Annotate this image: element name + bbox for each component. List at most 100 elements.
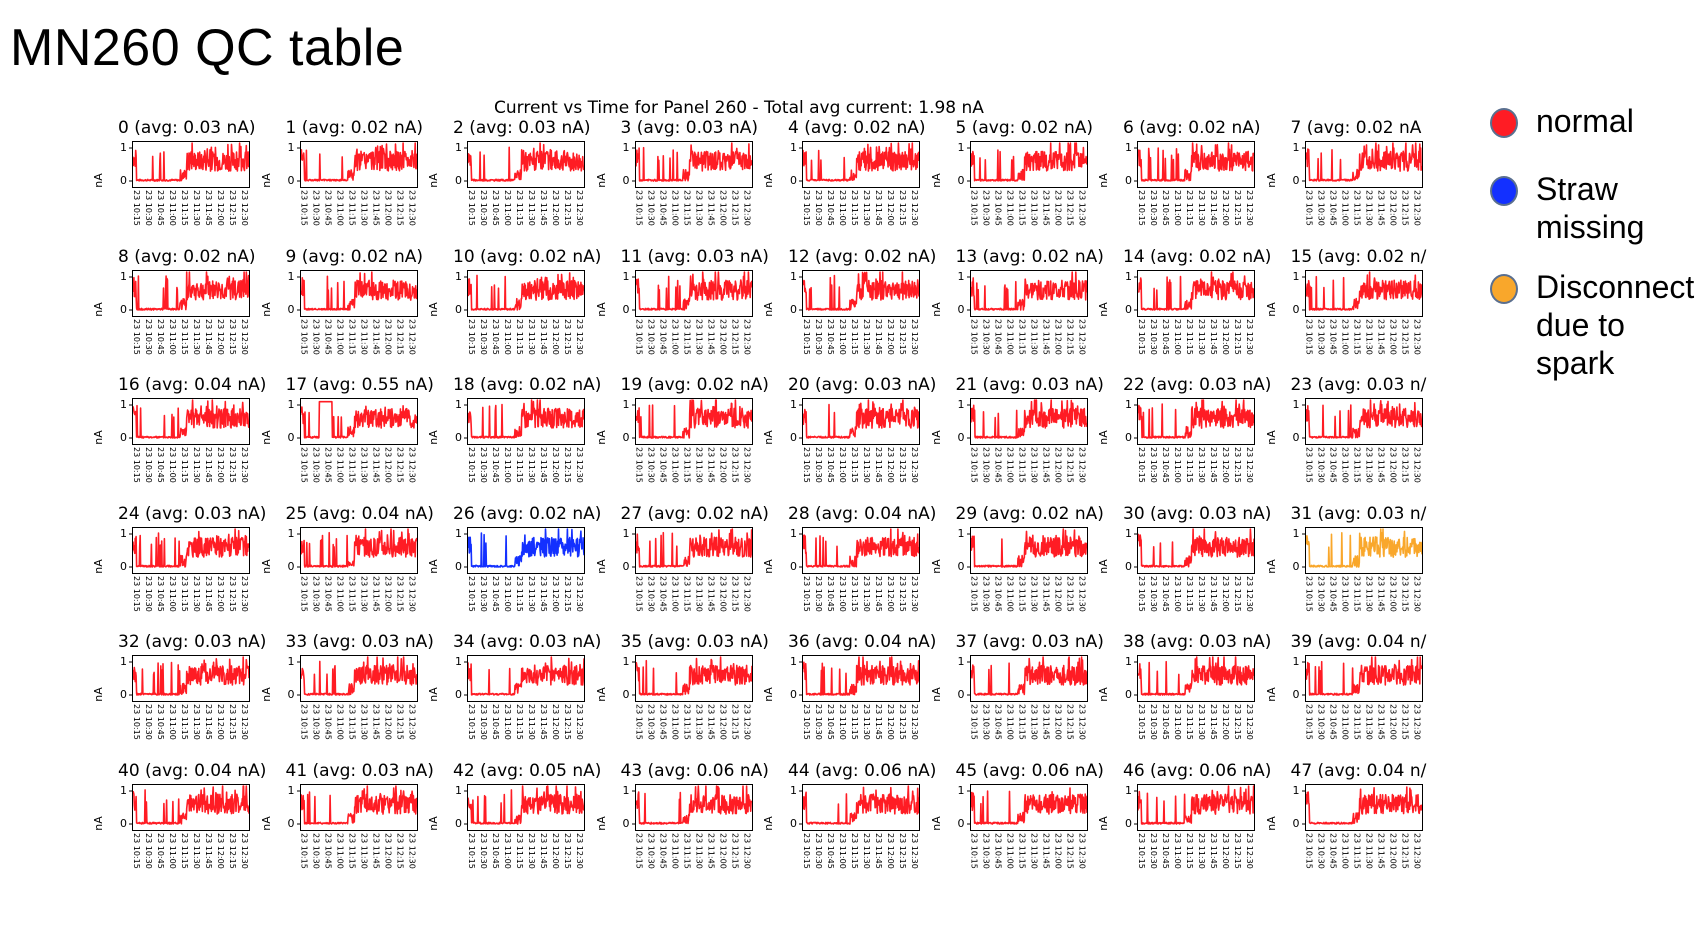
x-tick-label: 23 10:45 [1328,190,1338,226]
axes-frame [1137,783,1255,831]
x-tick-label: 23 10:15 [634,190,644,226]
x-tick-label: 23 11:45 [706,318,716,355]
x-tick-label: 23 12:30 [1412,447,1422,483]
panel-axes [1301,269,1423,317]
x-tick-label: 23 11:00 [503,447,512,483]
x-tick-label: 23 11:15 [1017,832,1027,869]
channel-panel: 36 (avg: 0.04 nA) nA 1 0 23 10:15 23 10:30 23 … [762,632,943,760]
x-tick-label: 23 11:15 [1185,447,1194,483]
channel-panel: 39 (avg: 0.04 n/nA 1 0 23 10:15 23 10:30 23 1… [1264,632,1446,760]
channel-panel: 41 (avg: 0.03 nA) nA 1 0 23 10:15 23 10:30 23 … [259,761,441,889]
x-tick-label: 23 11:30 [1197,447,1206,483]
panel-title: 8 (avg: 0.02 nA) [118,246,256,267]
panel-axes [296,141,418,188]
x-tick-label: 23 12:00 [718,190,728,226]
x-tick-labels: 23 10:15 23 10:30 23 10:45 23 11:00 23 11:15… [802,190,920,246]
panel-axes [1134,398,1255,445]
x-tick-labels: 23 10:15 23 10:30 23 10:45 23 11:00 23 11:15… [132,576,250,632]
x-tick-label: 23 10:30 [646,832,656,869]
x-tick-label: 23 11:15 [1352,704,1362,740]
current-series-line [802,656,920,696]
x-tick-label: 23 10:30 [1316,447,1326,483]
x-tick-label: 23 10:45 [826,190,835,226]
x-tick-label: 23 12:30 [407,190,417,226]
x-tick-label: 23 11:00 [335,832,345,869]
axes-frame [1304,269,1423,317]
x-tick-label: 23 12:30 [1077,704,1087,740]
x-tick-label: 23 11:30 [1197,318,1206,355]
current-series-line [969,527,1088,568]
x-tick-label: 23 11:45 [1041,575,1051,612]
x-tick-labels: 23 10:15 23 10:30 23 10:45 23 11:00 23 11:15… [300,319,418,375]
y-tick-label: 0 [1292,559,1300,573]
panel-title: 21 (avg: 0.03 nA) [955,375,1104,395]
panel-axes [129,655,250,702]
y-tick-label: 0 [1125,559,1132,573]
x-tick-label: 23 12:00 [718,832,728,869]
current-series-line [1137,399,1255,439]
y-axis-label: nA [761,687,775,702]
channel-panel: 25 (avg: 0.04 nA) nA 1 0 23 10:15 23 10:30 23 … [259,504,441,632]
x-tick-label: 23 10:15 [634,832,644,869]
y-axis-label: nA [761,815,775,831]
x-tick-label: 23 10:45 [156,318,165,355]
x-tick-label: 23 12:00 [383,832,393,869]
x-tick-label: 23 12:30 [1245,832,1254,869]
x-tick-label: 23 11:00 [335,447,345,483]
current-series-line [299,784,418,825]
x-tick-label: 23 10:15 [969,704,979,740]
panel-axes [966,141,1088,188]
x-tick-label: 23 12:15 [395,575,405,612]
x-tick-label: 23 11:00 [1340,447,1350,483]
y-tick-label: 0 [790,816,797,830]
x-tick-label: 23 11:15 [347,575,357,612]
axes-frame [467,783,585,831]
y-tick-label: 1 [1292,141,1300,154]
x-tick-label: 23 11:45 [874,447,883,483]
y-tick-label: 0 [1292,688,1300,701]
x-tick-label: 23 10:45 [658,575,668,612]
panel-axes [464,783,585,831]
x-tick-label: 23 11:45 [539,190,548,226]
panel-title: 45 (avg: 0.06 nA) [955,760,1104,781]
x-tick-label: 23 11:30 [862,447,871,483]
x-tick-label: 23 12:30 [575,575,584,612]
x-tick-label: 23 10:45 [993,447,1003,483]
x-tick-label: 23 12:15 [898,832,907,869]
panel-axes [129,269,250,317]
panel-title: 24 (avg: 0.03 nA) [118,503,267,524]
channel-panel: 3 (avg: 0.03 nA) nA 1 0 23 10:15 23 10:30 23 1… [594,118,776,246]
y-axis-label: nA [761,558,775,574]
x-tick-label: 23 12:00 [886,447,895,483]
x-tick-label: 23 10:30 [144,318,153,355]
x-tick-label: 23 10:30 [311,832,321,869]
x-tick-label: 23 10:15 [1304,190,1314,226]
y-axis-label: nA [426,430,440,445]
current-series-line [299,400,418,439]
axes-frame [299,655,418,702]
x-tick-label: 23 12:15 [1233,447,1242,483]
x-tick-label: 23 12:00 [1053,190,1063,226]
x-tick-label: 23 11:30 [1029,575,1039,612]
current-series-line [132,142,250,182]
panel-title: 13 (avg: 0.02 nA) [955,246,1104,267]
x-tick-label: 23 10:30 [814,447,823,483]
x-tick-label: 23 10:45 [491,318,500,355]
panel-axes [464,655,585,702]
y-axis-label: nA [1264,173,1278,188]
x-tick-labels: 23 10:15 23 10:30 23 10:45 23 11:00 23 11:15… [132,704,250,760]
x-tick-label: 23 11:45 [371,190,381,226]
x-tick-label: 23 11:30 [527,190,536,226]
x-tick-label: 23 11:30 [1197,832,1206,869]
x-tick-label: 23 10:30 [981,190,991,226]
x-tick-labels: 23 10:15 23 10:30 23 10:45 23 11:00 23 11:15… [802,576,920,632]
current-series-line [1304,399,1423,439]
channel-panel: 20 (avg: 0.03 nA) nA 1 0 23 10:15 23 10:30 23 … [762,375,943,503]
channel-panel: 46 (avg: 0.06 nA) nA 1 0 23 10:15 23 10:30 23 … [1097,761,1278,889]
x-tick-label: 23 11:15 [515,832,524,869]
axes-frame [802,141,920,188]
x-tick-label: 23 11:15 [1352,447,1362,483]
x-tick-label: 23 10:30 [646,704,656,740]
axes-frame [132,526,250,574]
x-tick-label: 23 10:30 [144,575,153,612]
